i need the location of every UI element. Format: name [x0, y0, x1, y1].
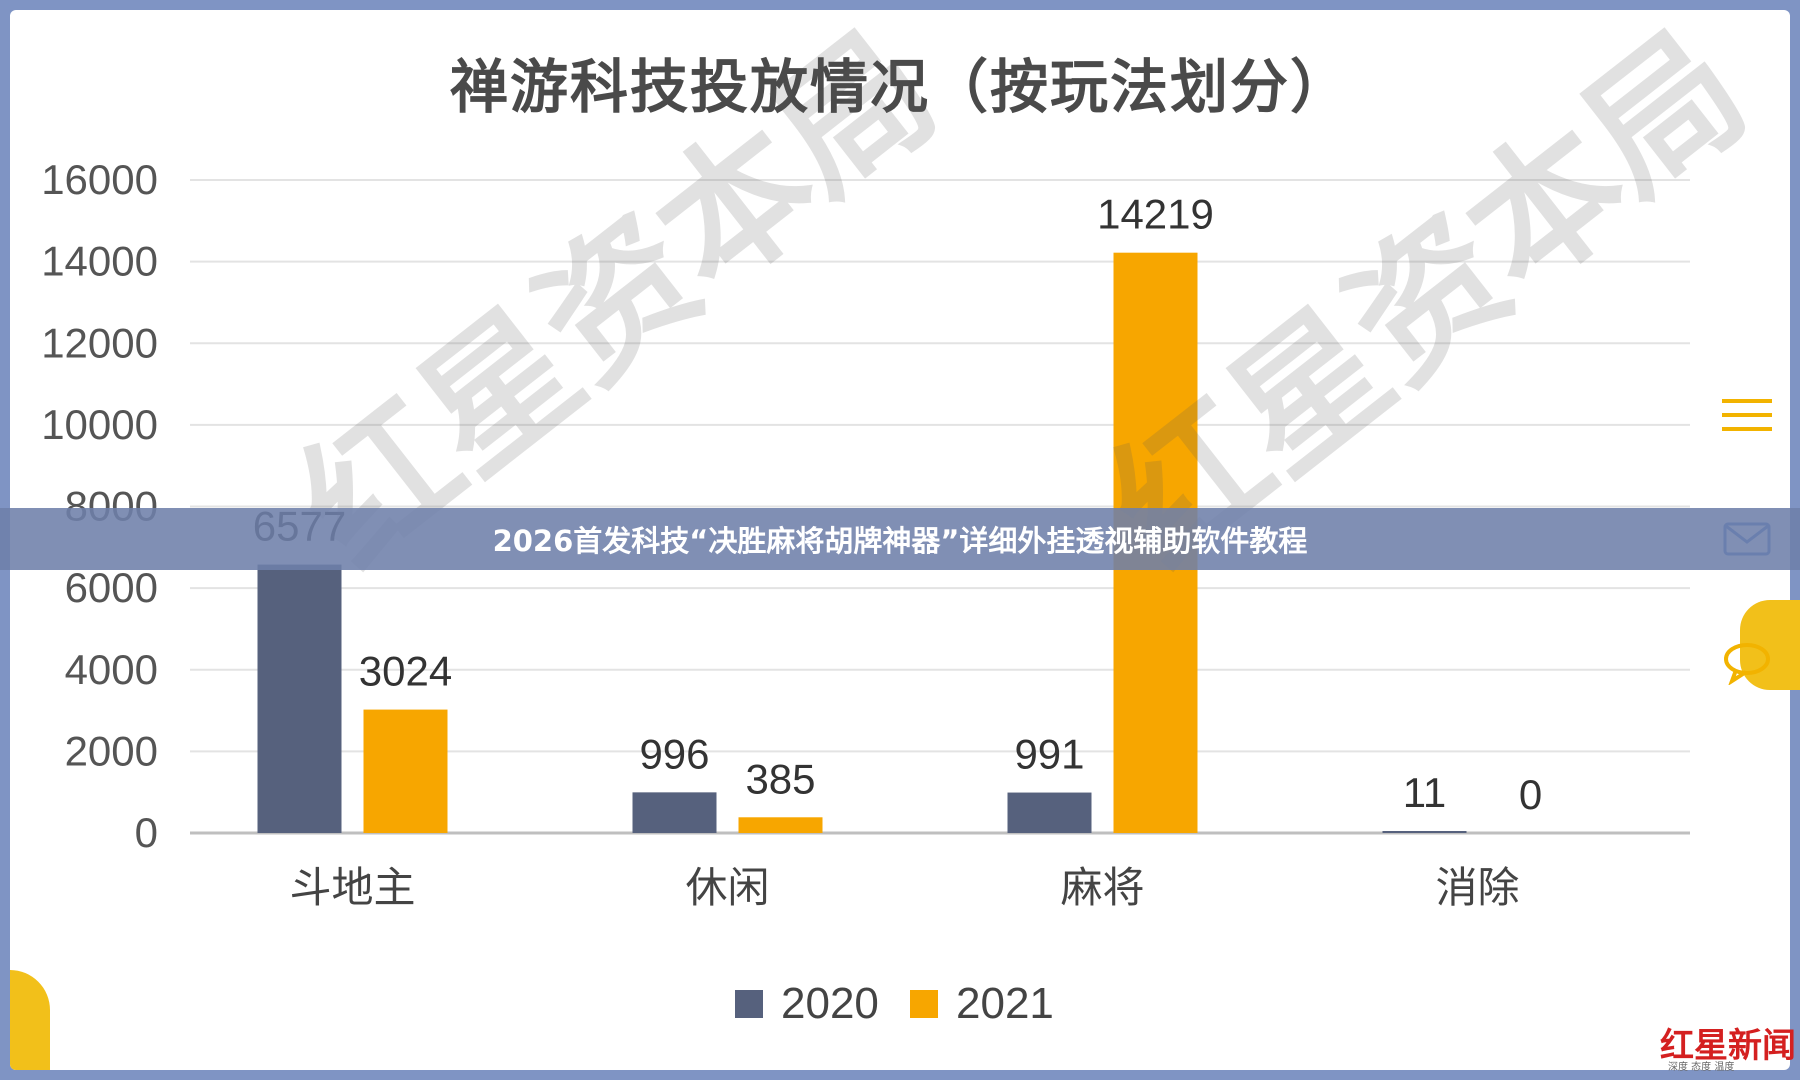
legend-label: 2020	[781, 979, 879, 1028]
data-label: 385	[745, 755, 815, 802]
brand-logo: 红星新闻	[1660, 1026, 1796, 1066]
y-tick-label: 14000	[41, 238, 158, 285]
data-label: 11	[1403, 769, 1447, 816]
legend-swatch	[910, 990, 938, 1018]
y-tick-label: 12000	[41, 319, 158, 366]
data-label: 3024	[359, 648, 452, 695]
chart-title: 禅游科技投放情况（按玩法划分）	[449, 53, 1350, 121]
y-tick-label: 10000	[41, 401, 158, 448]
headline-banner[interactable]: 2026首发科技“决胜麻将胡牌神器”详细外挂透视辅助软件教程	[0, 508, 1800, 570]
bar	[1382, 831, 1467, 833]
data-label: 996	[639, 730, 709, 777]
x-tick-label: 斗地主	[289, 863, 415, 912]
y-tick-label: 16000	[41, 156, 158, 203]
data-label: 0	[1519, 771, 1542, 818]
bar	[257, 564, 342, 833]
y-tick-label: 2000	[65, 727, 158, 774]
bar	[1007, 792, 1092, 833]
brand-tagline: 深度 态度 温度	[1668, 1062, 1735, 1073]
chat-bubble-icon[interactable]	[1720, 636, 1774, 690]
x-tick-label: 麻将	[1060, 863, 1144, 912]
bar	[363, 709, 448, 833]
mail-icon[interactable]	[1720, 512, 1774, 566]
legend-swatch	[735, 990, 763, 1018]
hamburger-icon[interactable]	[1720, 388, 1774, 442]
data-label: 991	[1014, 731, 1084, 778]
y-tick-label: 4000	[65, 646, 158, 693]
y-tick-label: 6000	[65, 564, 158, 611]
bar	[632, 792, 717, 833]
legend-label: 2021	[956, 979, 1054, 1028]
headline-text: 2026首发科技“决胜麻将胡牌神器”详细外挂透视辅助软件教程	[492, 524, 1308, 558]
x-tick-label: 消除	[1435, 863, 1519, 912]
bar	[738, 817, 823, 833]
y-tick-label: 0	[135, 809, 158, 856]
x-tick-label: 休闲	[685, 863, 769, 912]
data-label: 14219	[1097, 191, 1214, 238]
